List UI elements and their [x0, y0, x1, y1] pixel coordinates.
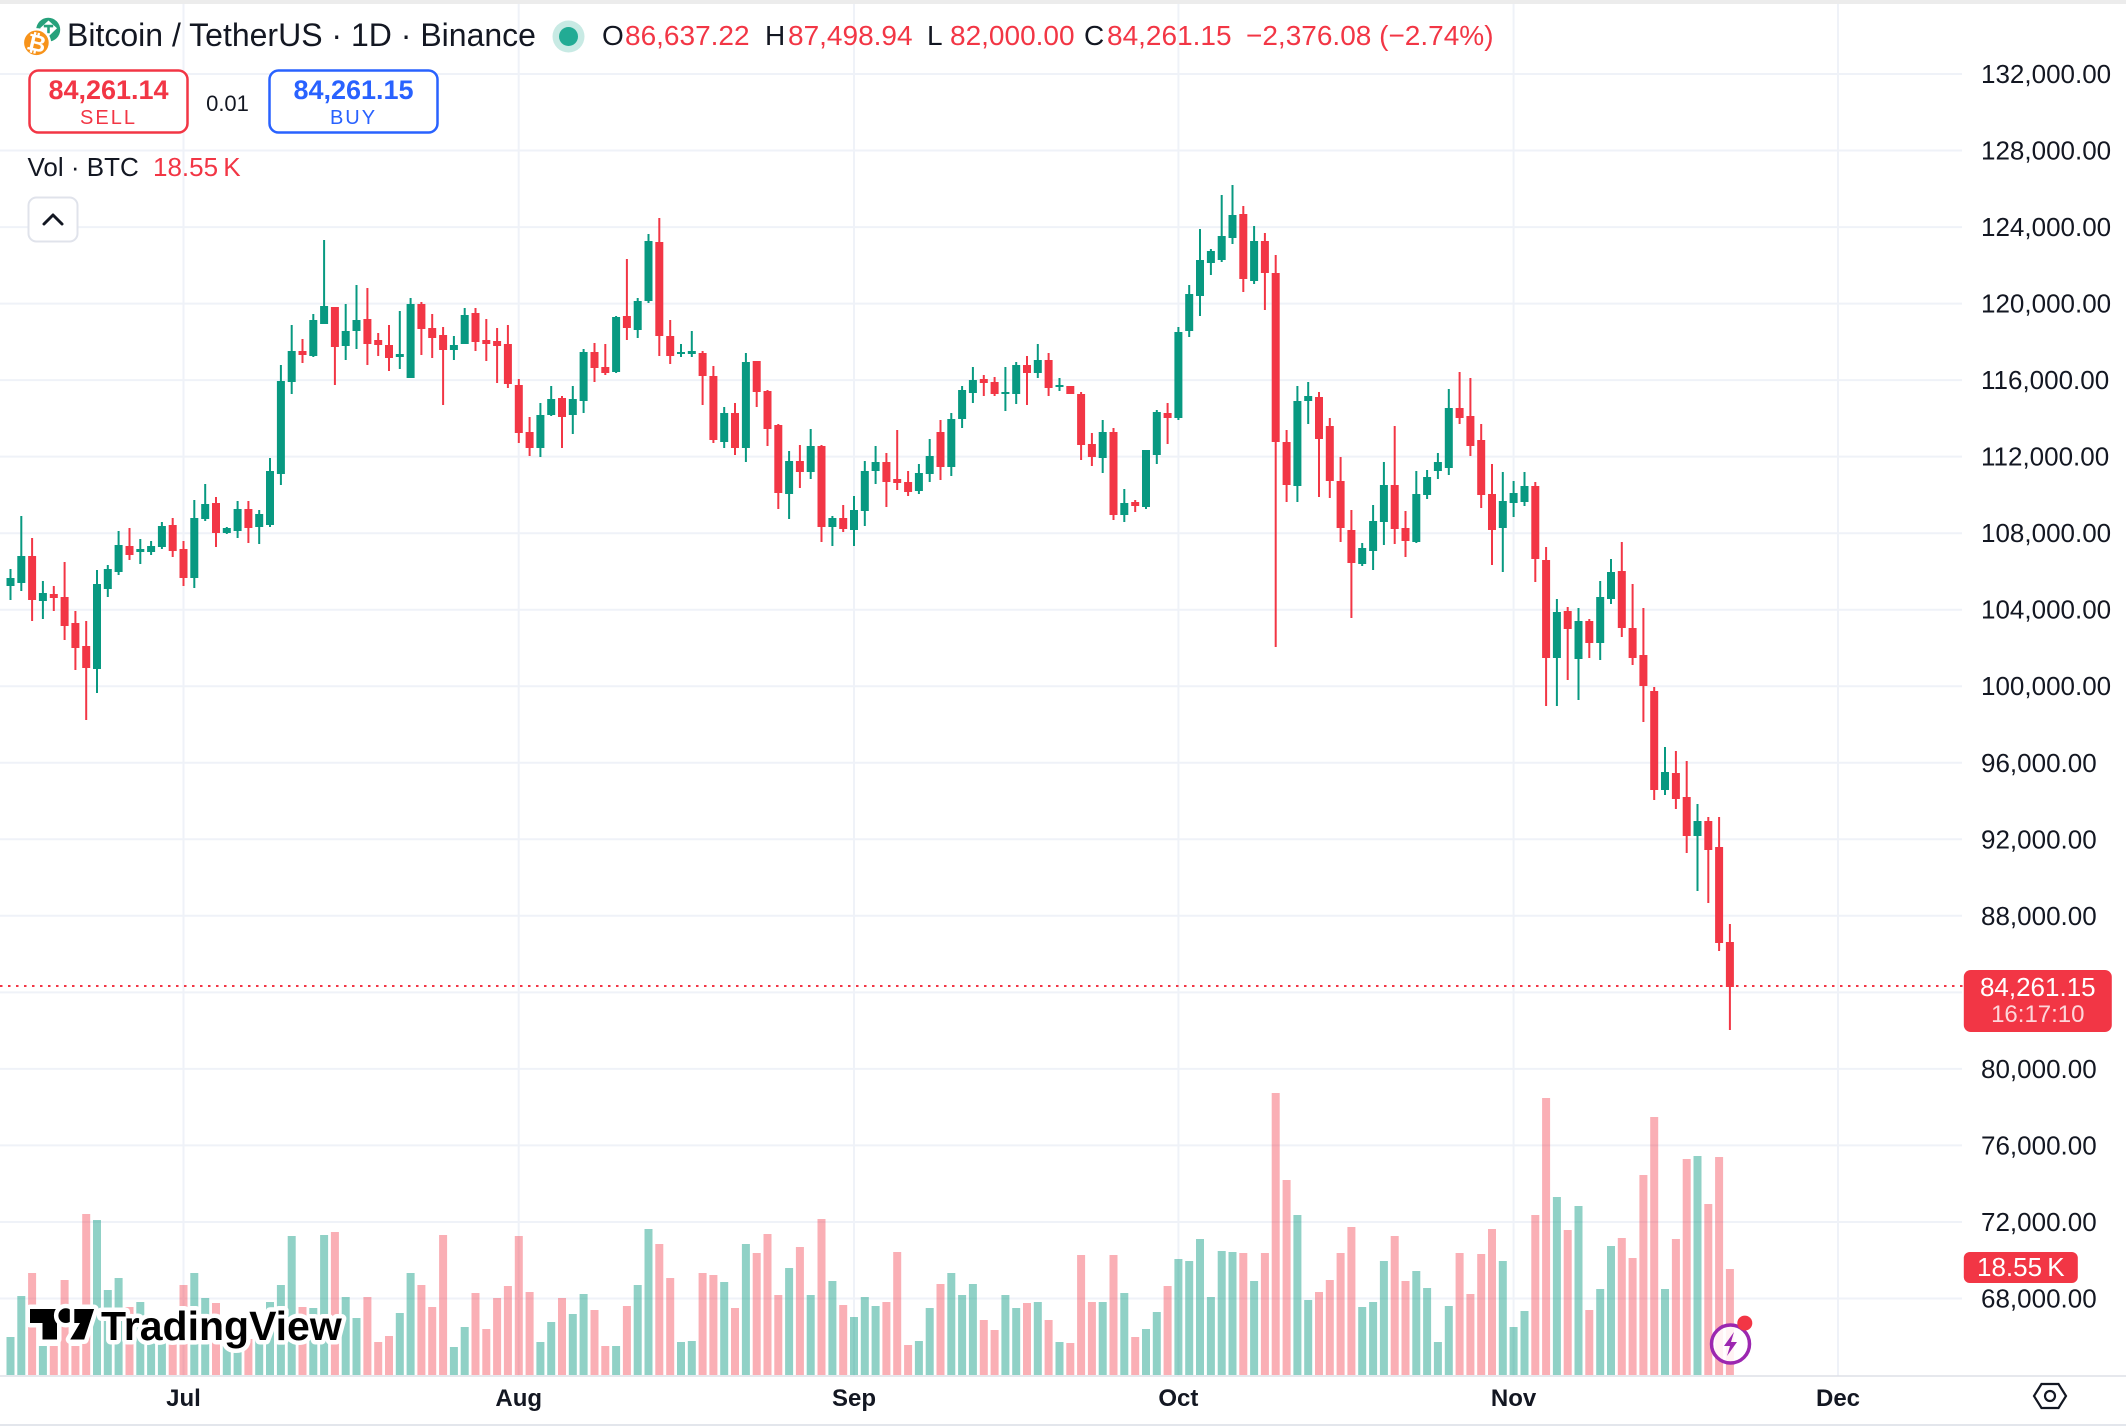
svg-text:−2,376.08 (−2.74%): −2,376.08 (−2.74%): [1246, 20, 1494, 51]
svg-text:132,000.00: 132,000.00: [1981, 59, 2111, 89]
svg-text:16:17:10: 16:17:10: [1991, 1001, 2084, 1028]
svg-text:BUY: BUY: [330, 107, 377, 129]
svg-text:120,000.00: 120,000.00: [1981, 289, 2111, 319]
svg-text:Vol · BTC: Vol · BTC: [28, 152, 139, 182]
svg-text:18.55 K: 18.55 K: [1977, 1252, 2065, 1282]
svg-text:Jul: Jul: [166, 1385, 201, 1412]
svg-text:84,261.14: 84,261.14: [48, 75, 168, 105]
svg-text:104,000.00: 104,000.00: [1981, 595, 2111, 625]
svg-text:80,000.00: 80,000.00: [1981, 1054, 2097, 1084]
svg-text:Aug: Aug: [495, 1385, 542, 1412]
svg-text:Oct: Oct: [1158, 1385, 1198, 1412]
svg-text:124,000.00: 124,000.00: [1981, 212, 2111, 242]
svg-text:72,000.00: 72,000.00: [1981, 1207, 2097, 1237]
svg-text:84,261.15: 84,261.15: [1980, 972, 2096, 1002]
svg-text:96,000.00: 96,000.00: [1981, 748, 2097, 778]
svg-text:C: C: [1084, 20, 1104, 51]
svg-text:O: O: [602, 20, 624, 51]
svg-text:92,000.00: 92,000.00: [1981, 824, 2097, 854]
svg-text:18.55 K: 18.55 K: [153, 152, 241, 182]
svg-text:128,000.00: 128,000.00: [1981, 136, 2111, 166]
svg-text:84,261.15: 84,261.15: [1107, 20, 1232, 51]
svg-text:86,637.22: 86,637.22: [625, 20, 750, 51]
svg-text:0.01: 0.01: [206, 91, 249, 116]
svg-text:100,000.00: 100,000.00: [1981, 671, 2111, 701]
svg-text:Nov: Nov: [1491, 1385, 1537, 1412]
svg-text:TradingView: TradingView: [101, 1303, 342, 1349]
svg-text:Sep: Sep: [832, 1385, 876, 1412]
svg-text:87,498.94: 87,498.94: [788, 20, 913, 51]
svg-text:68,000.00: 68,000.00: [1981, 1284, 2097, 1314]
svg-text:112,000.00: 112,000.00: [1981, 442, 2109, 472]
svg-text:116,000.00: 116,000.00: [1981, 365, 2109, 395]
svg-text:108,000.00: 108,000.00: [1981, 518, 2111, 548]
svg-text:SELL: SELL: [80, 107, 137, 129]
svg-text:L: L: [927, 20, 943, 51]
svg-text:H: H: [765, 20, 785, 51]
svg-text:84,261.15: 84,261.15: [293, 75, 413, 105]
svg-text:82,000.00: 82,000.00: [950, 20, 1075, 51]
svg-text:Dec: Dec: [1816, 1385, 1860, 1412]
svg-text:Bitcoin / TetherUS · 1D · Bina: Bitcoin / TetherUS · 1D · Binance: [67, 17, 536, 53]
svg-text:88,000.00: 88,000.00: [1981, 901, 2097, 931]
svg-text:76,000.00: 76,000.00: [1981, 1130, 2097, 1160]
